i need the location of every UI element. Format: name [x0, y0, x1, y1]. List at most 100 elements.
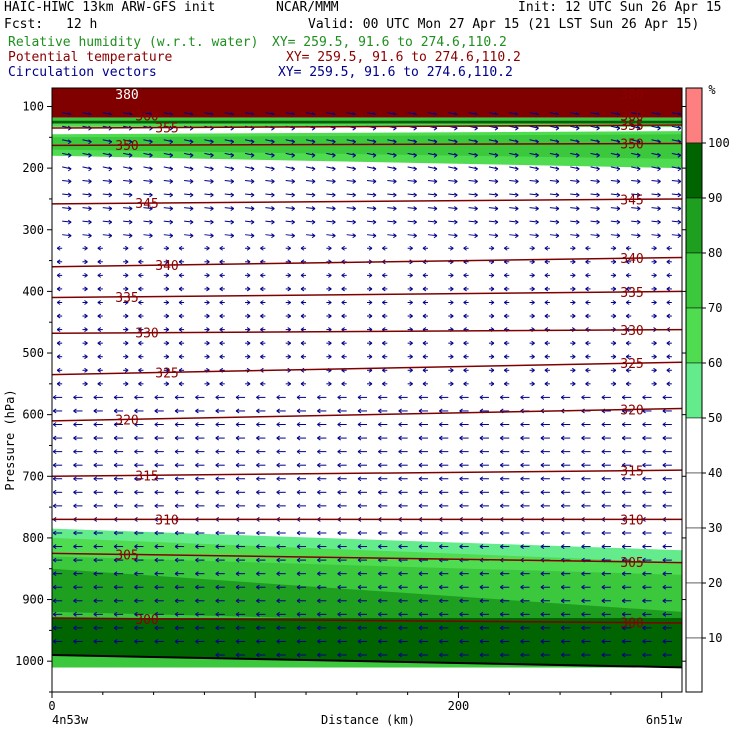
vector-arrowhead — [459, 476, 463, 482]
colorbar-label: 50 — [708, 411, 722, 425]
vector-arrowhead — [337, 449, 341, 455]
vector-arrowhead — [52, 544, 57, 549]
vector-arrowhead — [535, 192, 539, 198]
vector-arrowhead — [128, 166, 133, 172]
vector-arrowhead — [357, 598, 362, 604]
vector-arrowhead — [84, 340, 88, 346]
vector-arrowhead — [378, 476, 382, 482]
vector-arrow — [448, 193, 458, 196]
vector-arrowhead — [657, 219, 661, 225]
vector-arrowhead — [134, 449, 138, 455]
vector-arrowhead — [657, 192, 661, 198]
vector-arrowhead — [93, 394, 98, 400]
vector-arrowhead — [585, 300, 589, 305]
vector-arrowhead — [409, 367, 413, 373]
vector-arrowhead — [450, 354, 454, 360]
vector-arrowhead — [413, 139, 417, 145]
vector-arrowhead — [544, 313, 549, 319]
vector-arrowhead — [357, 489, 362, 495]
vector-arrowhead — [260, 286, 264, 292]
vector-arrowhead — [601, 611, 606, 617]
vector-arrowhead — [601, 571, 606, 577]
vector-arrowhead — [113, 449, 118, 455]
vector-arrowhead — [235, 435, 240, 441]
vector-arrowhead — [165, 327, 170, 333]
vector-arrowhead — [73, 489, 77, 495]
vector-arrowhead — [154, 544, 159, 549]
vector-arrowhead — [653, 300, 657, 305]
vector-arrowhead — [409, 354, 413, 360]
vector-arrowhead — [636, 125, 641, 131]
vector-arrowhead — [409, 245, 413, 251]
vector-arrow — [265, 193, 275, 196]
vector-arrowhead — [544, 300, 549, 305]
vector-arrowhead — [256, 652, 260, 658]
vector-arrowhead — [108, 152, 113, 158]
vector-arrowhead — [520, 639, 524, 644]
vector-arrow — [184, 220, 194, 223]
vector-arrowhead — [514, 152, 519, 158]
vector-arrow — [651, 207, 661, 210]
vector-arrowhead — [195, 544, 199, 549]
vector-arrowhead — [642, 503, 646, 509]
vector-arrowhead — [174, 639, 179, 644]
theta-label-left: 330 — [135, 327, 158, 342]
vector-arrowhead — [311, 219, 316, 225]
vector-arrowhead — [174, 408, 179, 414]
vector-arrowhead — [503, 381, 508, 387]
vector-arrowhead — [490, 245, 495, 251]
rh-band — [52, 134, 682, 159]
vector-arrowhead — [271, 219, 275, 225]
vector-arrow — [468, 234, 478, 237]
vector-arrowhead — [357, 652, 362, 658]
y-tick-label: 400 — [22, 284, 44, 298]
vector-arrowhead — [210, 206, 214, 211]
vector-arrowhead — [677, 152, 682, 158]
vector-arrowhead — [372, 192, 377, 198]
vector-arrowhead — [382, 381, 386, 387]
vector-arrowhead — [113, 571, 118, 577]
vector-arrowhead — [67, 152, 72, 158]
vector-arrowhead — [108, 166, 113, 172]
vector-arrowhead — [642, 489, 646, 495]
vector-arrow — [570, 125, 580, 129]
vector-arrowhead — [287, 272, 291, 278]
vector-arrowhead — [174, 625, 179, 631]
vector-arrowhead — [601, 639, 606, 644]
vector-arrow — [407, 179, 417, 182]
theta-contour-315 — [52, 469, 682, 478]
vector-arrowhead — [128, 206, 133, 211]
vector-arrowhead — [134, 571, 138, 577]
vector-arrow — [366, 234, 377, 237]
vector-arrowhead — [113, 503, 118, 509]
vector-arrowhead — [378, 422, 382, 427]
vector-arrowhead — [378, 462, 382, 468]
vector-arrowhead — [636, 206, 641, 211]
vector-arrowhead — [621, 476, 626, 482]
vector-arrowhead — [585, 245, 589, 251]
vector-arrow — [387, 234, 397, 237]
vector-arrow — [549, 112, 560, 116]
vector-arrowhead — [178, 313, 183, 319]
vector-arrow — [143, 166, 153, 170]
vector-arrowhead — [88, 179, 92, 184]
rh-band — [52, 117, 682, 121]
vector-arrowhead — [337, 652, 341, 658]
vector-arrow — [610, 152, 620, 156]
vector-arrow — [407, 112, 417, 116]
vector-arrow — [448, 179, 458, 182]
vector-arrowhead — [56, 340, 61, 346]
vector-arrowhead — [235, 639, 240, 644]
colorbar-segment — [685, 87, 703, 144]
vector-arrowhead — [317, 571, 321, 577]
theta-label-left: 310 — [155, 513, 178, 528]
vector-arrowhead — [459, 503, 463, 509]
vector-arrowhead — [174, 557, 179, 563]
vector-arrow — [570, 152, 580, 156]
colorbar-frame — [685, 87, 703, 693]
vector-arrowhead — [296, 544, 301, 549]
vector-arrowhead — [454, 166, 458, 172]
vector-arrowhead — [246, 300, 251, 305]
vector-arrowhead — [657, 179, 661, 184]
vector-arrowhead — [393, 139, 397, 145]
